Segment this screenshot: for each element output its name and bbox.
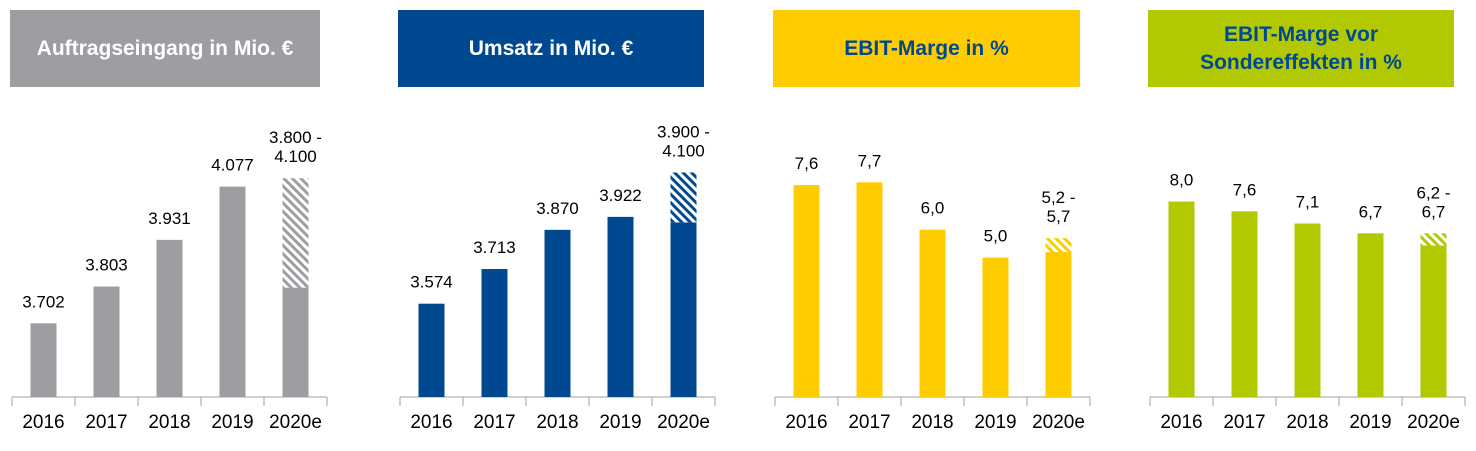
bar-2020e: [1420, 245, 1447, 397]
bar-2019: [219, 186, 246, 397]
bar-range-2020e: [1420, 233, 1447, 246]
chart-plot: 3.574 2016 3.713 2017 3.870 2018 3.922 2019 3.90…: [399, 122, 716, 433]
bar-range-2020e: [670, 172, 697, 223]
bar-2020e: [670, 222, 697, 397]
data-label-2017: 7,7: [858, 151, 882, 170]
x-tick-label-2016: 2016: [410, 412, 452, 433]
chart-plot: 3.702 2016 3.803 2017 3.931 2018 4.077 2019 3.80…: [11, 128, 328, 433]
data-label-2018: 3.870: [536, 199, 579, 218]
data-label-2017: 7,6: [1233, 180, 1257, 199]
panel-ebit-marge: EBIT-Marge in % 7,6 2016 7,7 2017 6,0 2018 5,0…: [773, 0, 1091, 451]
data-label-2017: 3.713: [473, 238, 516, 257]
bar-2018: [544, 229, 571, 397]
x-tick-label-2016: 2016: [785, 412, 827, 433]
x-tick-label-2020e: 2020e: [1407, 412, 1460, 433]
data-label-2019: 6,7: [1359, 202, 1383, 221]
data-label-2019: 4.077: [211, 156, 254, 175]
data-label-2018: 6,0: [921, 199, 945, 218]
data-label-2020e: 6,2 -6,7: [1416, 183, 1450, 221]
bar-2019: [982, 257, 1009, 397]
data-label-2018: 7,1: [1296, 193, 1320, 212]
bar-2017: [856, 182, 883, 397]
data-label-2019: 3.922: [599, 186, 642, 205]
data-label-2016: 3.702: [22, 292, 65, 311]
bar-2020e: [282, 287, 309, 397]
data-label-2016: 8,0: [1170, 171, 1194, 190]
bar-2017: [1231, 211, 1258, 397]
x-tick-label-2018: 2018: [148, 412, 190, 433]
bar-2017: [481, 269, 508, 397]
panel-umsatz: Umsatz in Mio. € 3.574 2016 3.713 2017 3.870…: [398, 0, 716, 451]
bar-2016: [1168, 201, 1195, 397]
data-label-2019: 5,0: [984, 227, 1008, 246]
bar-2016: [30, 323, 57, 397]
x-tick-label-2018: 2018: [536, 412, 578, 433]
x-tick-label-2017: 2017: [848, 412, 890, 433]
bar-2016: [793, 185, 820, 397]
data-label-2020e: 3.900 -4.100: [657, 122, 710, 160]
bar-2019: [1357, 233, 1384, 397]
x-tick-label-2020e: 2020e: [657, 412, 710, 433]
data-label-2016: 7,6: [795, 154, 819, 173]
x-tick-label-2016: 2016: [22, 412, 64, 433]
bar-range-2020e: [282, 178, 309, 288]
x-tick-label-2020e: 2020e: [269, 412, 322, 433]
bar-2018: [919, 229, 946, 397]
data-label-2020e: 5,2 -5,7: [1041, 188, 1075, 226]
panel-auftragseingang: Auftragseingang in Mio. € 3.702 2016 3.803…: [10, 0, 328, 451]
x-tick-label-2018: 2018: [1286, 412, 1328, 433]
bar-2018: [156, 239, 183, 397]
data-label-2020e: 3.800 -4.100: [269, 128, 322, 166]
bar-2017: [93, 286, 120, 397]
bar-2016: [418, 303, 445, 397]
data-label-2016: 3.574: [410, 273, 453, 292]
x-tick-label-2020e: 2020e: [1032, 412, 1085, 433]
panel-ebit-marge-vor-sondereffekten: EBIT-Marge vor Sondereffekten in % 8,0 20…: [1148, 0, 1466, 451]
chart-title: Umsatz in Mio. €: [398, 10, 704, 87]
chart-plot: 8,0 2016 7,6 2017 7,1 2018 6,7 2019 6,2 -6,7 2020…: [1149, 171, 1466, 433]
x-tick-label-2017: 2017: [473, 412, 515, 433]
data-label-2017: 3.803: [85, 256, 128, 275]
x-tick-label-2019: 2019: [974, 412, 1016, 433]
data-label-2018: 3.931: [148, 209, 191, 228]
x-tick-label-2019: 2019: [599, 412, 641, 433]
chart-plot: 7,6 2016 7,7 2017 6,0 2018 5,0 2019 5,2 -5,7 2020…: [774, 151, 1091, 433]
bar-range-2020e: [1045, 238, 1072, 253]
x-tick-label-2019: 2019: [211, 412, 253, 433]
chart-title: Auftragseingang in Mio. €: [10, 10, 320, 87]
x-tick-label-2017: 2017: [1223, 412, 1265, 433]
chart-title: EBIT-Marge vor Sondereffekten in %: [1148, 10, 1454, 87]
bar-2020e: [1045, 252, 1072, 397]
x-tick-label-2019: 2019: [1349, 412, 1391, 433]
x-tick-label-2016: 2016: [1160, 412, 1202, 433]
x-tick-label-2017: 2017: [85, 412, 127, 433]
bar-2018: [1294, 223, 1321, 397]
chart-title: EBIT-Marge in %: [773, 10, 1080, 87]
bar-2019: [607, 216, 634, 397]
x-tick-label-2018: 2018: [911, 412, 953, 433]
